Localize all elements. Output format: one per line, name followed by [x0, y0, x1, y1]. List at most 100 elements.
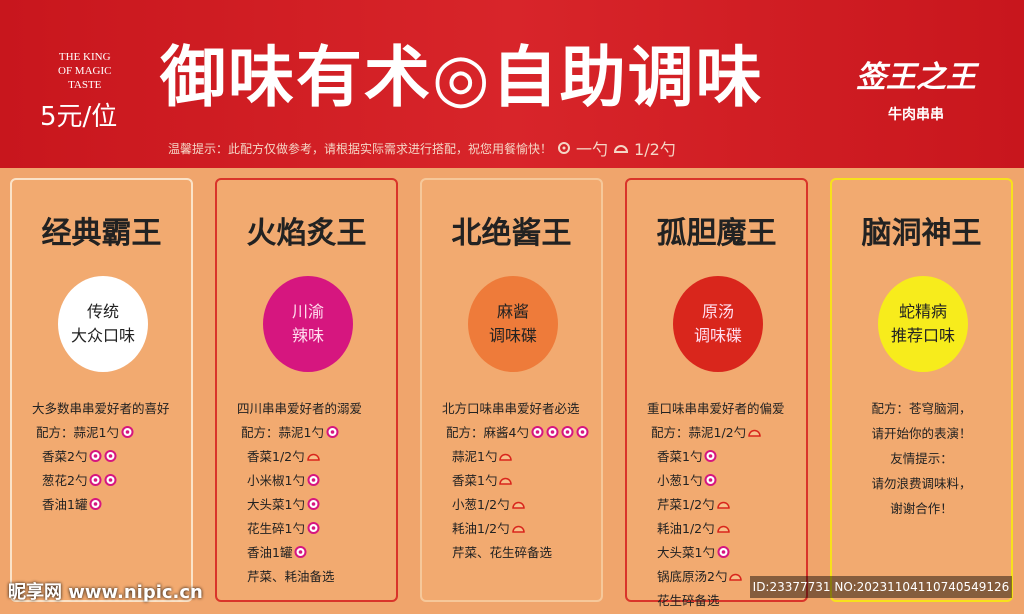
- line-text: 配方：蒜泥1/2勺: [651, 425, 747, 440]
- badge-text: 辣味: [291, 326, 324, 345]
- recipe-line: 锅底原汤2勺: [657, 566, 743, 585]
- half-spoon-icon: [729, 573, 743, 581]
- recipe-line: 花生碎备选: [657, 590, 720, 609]
- recipe-line: 香油1罐: [42, 494, 102, 513]
- recipe-line: 小米椒1勺: [247, 470, 320, 489]
- line-text: 花生碎备选: [657, 593, 720, 608]
- full-spoon-icon: [704, 449, 717, 462]
- line-text: 花生碎1勺: [247, 521, 305, 536]
- recipe-line: 耗油1/2勺: [452, 518, 525, 537]
- recipe-line: 葱花2勺: [42, 470, 117, 489]
- legend-full: 一勺: [576, 140, 609, 159]
- line-text: 耗油1/2勺: [452, 521, 510, 536]
- line-text: 大头菜1勺: [247, 497, 305, 512]
- line-text: 锅底原汤2勺: [657, 569, 728, 584]
- recipe-line: 请开始你的表演！: [832, 423, 1011, 442]
- recipe-line: 北方口味串串爱好者必选: [442, 398, 580, 417]
- recipe-line: 香菜1/2勺: [247, 446, 320, 465]
- line-text: 大多数串串爱好者的喜好: [32, 401, 170, 416]
- recipe-line: 耗油1/2勺: [657, 518, 730, 537]
- line-text: 重口味串串爱好者的偏爱: [647, 401, 785, 416]
- recipe-line: 花生碎1勺: [247, 518, 320, 537]
- half-spoon-icon: [716, 525, 730, 533]
- recipe-line: 配方：蒜泥1/2勺: [651, 422, 761, 441]
- line-text: 香菜1勺: [452, 473, 498, 488]
- badge-text: 推荐口味: [890, 326, 955, 345]
- card-title: 经典霸王: [41, 216, 162, 251]
- line-text: 香菜1/2勺: [247, 449, 305, 464]
- recipe-line: 重口味串串爱好者的偏爱: [647, 398, 785, 417]
- recipe-line: 配方：蒜泥1勺: [36, 422, 134, 441]
- legend-half: 1/2勺: [634, 140, 676, 159]
- line-text: 配方：苍穹脑洞，: [871, 401, 972, 416]
- badge-text: 原汤: [701, 302, 734, 321]
- recipe-card: 火焰炙王川渝辣味四川串串爱好者的溺爱配方：蒜泥1勺香菜1/2勺 小米椒1勺大头菜1…: [215, 178, 398, 602]
- flavor-badge: 麻酱 调味碟: [468, 276, 558, 372]
- line-text: 芹菜、耗油备选: [247, 569, 335, 584]
- recipe-line: 大头菜1勺: [247, 494, 320, 513]
- recipe-line: 蒜泥1勺: [452, 446, 513, 465]
- card-title: 北绝酱王: [451, 216, 572, 251]
- watermark-site: 昵享网 www.nipic.cn: [8, 582, 203, 603]
- half-spoon-icon: [716, 501, 730, 509]
- line-text: 香油1罐: [42, 497, 88, 512]
- recipe-line: 小葱1/2勺: [452, 494, 525, 513]
- recipe-line: 香油1罐: [247, 542, 307, 561]
- half-spoon-icon: [748, 429, 761, 437]
- full-spoon-icon: [561, 425, 574, 438]
- half-spoon-icon: [306, 453, 320, 461]
- tagline-line: THE KING: [58, 51, 111, 63]
- recipe-line: 友情提示：: [832, 448, 1011, 467]
- line-text: 四川串串爱好者的溺爱: [237, 401, 363, 416]
- card-title: 脑洞神王: [861, 216, 982, 251]
- recipe-line: 小葱1勺: [657, 470, 717, 489]
- half-spoon-icon: [614, 145, 629, 153]
- recipe-line: 大多数串串爱好者的喜好: [32, 398, 170, 417]
- line-text: 小米椒1勺: [247, 473, 305, 488]
- card-title: 火焰炙王: [246, 216, 367, 251]
- full-spoon-icon: [121, 425, 134, 438]
- badge-text: 川渝: [291, 302, 324, 321]
- flavor-badge: 川渝 辣味: [263, 276, 353, 372]
- badge-text: 传统: [86, 302, 119, 321]
- flavor-badge: 原汤 调味碟: [673, 276, 763, 372]
- line-text: 香菜1勺: [657, 449, 703, 464]
- full-spoon-icon: [717, 545, 730, 558]
- full-spoon-icon: [558, 142, 571, 154]
- line-text: 谢谢合作！: [890, 501, 953, 516]
- recipe-line: 香菜1勺: [452, 470, 513, 489]
- full-spoon-icon: [307, 497, 320, 510]
- logo: 签王之王: [856, 60, 976, 95]
- line-text: 香油1罐: [247, 545, 293, 560]
- recipe-line: 谢谢合作！: [832, 498, 1011, 517]
- tip: 温馨提示：此配方仅做参考，请根据实际需求进行搭配，祝您用餐愉快！: [168, 141, 553, 156]
- recipe-card: 脑洞神王 蛇精病 推荐口味 配方：苍穹脑洞， 请开始你的表演！ 友情提示： 请勿浪费调味料，…: [830, 178, 1013, 602]
- recipe-card: 孤胆魔王 原汤 调味碟 重口味串串爱好者的偏爱 配方：蒜泥1/2勺 香菜1勺 小葱1勺 芹菜1…: [625, 178, 808, 608]
- full-spoon-icon: [307, 473, 320, 486]
- recipe-line: 芹菜、花生碎备选: [452, 542, 552, 561]
- recipe-line: 四川串串爱好者的溺爱: [237, 398, 362, 417]
- recipe-line: 配方：蒜泥1勺: [241, 422, 339, 441]
- badge-text: 大众口味: [70, 326, 135, 345]
- recipe-card: 北绝酱王麻酱 调味碟北方口味串串爱好者必选配方：麻酱4勺蒜泥1勺香菜1勺小葱1/2…: [420, 178, 603, 602]
- full-spoon-icon: [704, 473, 717, 486]
- full-spoon-icon: [294, 545, 307, 558]
- line-text: 小葱1/2勺: [452, 497, 510, 512]
- full-spoon-icon: [307, 521, 320, 534]
- badge-text: 蛇精病: [898, 302, 947, 321]
- recipe-line: 芹菜、耗油备选: [247, 566, 335, 585]
- full-spoon-icon: [89, 449, 102, 462]
- recipe-line: 配方：麻酱4勺: [446, 422, 589, 441]
- full-spoon-icon: [89, 497, 102, 510]
- tagline-line: TASTE: [68, 79, 102, 91]
- full-spoon-icon: [89, 473, 102, 486]
- badge-text: 调味碟: [693, 326, 742, 345]
- main-title: 御味有术◎自助调味: [160, 38, 764, 116]
- half-spoon-icon: [511, 525, 525, 533]
- recipe-line: 大头菜1勺: [657, 542, 730, 561]
- line-text: 耗油1/2勺: [657, 521, 715, 536]
- line-text: 芹菜、花生碎备选: [452, 545, 553, 560]
- full-spoon-icon: [576, 425, 589, 438]
- price: 5元/位: [40, 102, 118, 132]
